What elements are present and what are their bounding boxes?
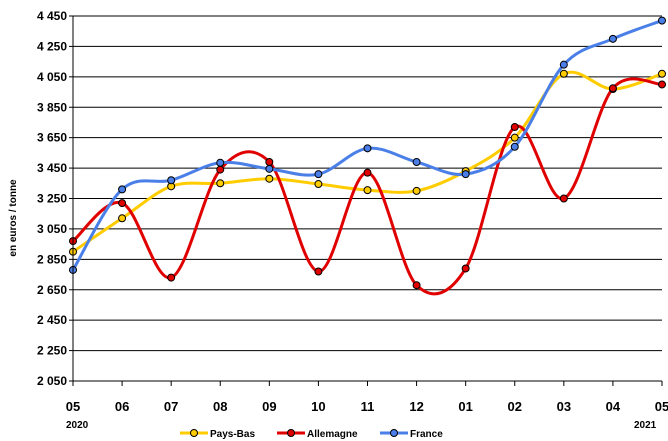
data-point-france bbox=[118, 185, 127, 194]
data-point-france bbox=[510, 142, 519, 151]
series-points bbox=[69, 16, 666, 290]
data-point-allemagne bbox=[608, 84, 617, 93]
legend-marker-pays-bas bbox=[190, 429, 198, 437]
x-tick-label: 01 bbox=[458, 399, 472, 414]
legend-marker-allemagne bbox=[287, 429, 295, 437]
data-point-allemagne bbox=[363, 168, 372, 177]
x-tick-label: 10 bbox=[311, 399, 325, 414]
x-axis-tick-labels: 05 06 07 08 09 10 11 12 01 02 03 04 05 bbox=[66, 399, 668, 414]
x-tick-label: 11 bbox=[361, 399, 375, 414]
data-point-allemagne bbox=[510, 123, 519, 132]
x-tick-label: 04 bbox=[606, 399, 621, 414]
x-tick-label: 07 bbox=[164, 399, 178, 414]
data-point-allemagne bbox=[265, 158, 274, 166]
series-line-pays-bas bbox=[71, 70, 664, 254]
x-year-end-label: 2021 bbox=[634, 420, 657, 431]
data-point-france bbox=[314, 170, 323, 179]
data-point-france bbox=[216, 158, 225, 167]
data-point-france bbox=[608, 34, 617, 43]
data-point-allemagne bbox=[167, 273, 176, 282]
data-point-france bbox=[363, 144, 372, 153]
legend-label-france: France bbox=[410, 429, 443, 440]
data-point-pays-bas bbox=[118, 214, 127, 223]
legend-label-pays-bas: Pays-Bas bbox=[210, 429, 255, 440]
data-point-pays-bas bbox=[314, 180, 323, 189]
data-point-allemagne bbox=[216, 165, 225, 174]
x-tick-label: 05 bbox=[66, 399, 80, 414]
y-tick-label: 3 850 bbox=[37, 100, 67, 114]
data-point-pays-bas bbox=[559, 69, 568, 78]
x-year-start-label: 2020 bbox=[66, 420, 89, 431]
x-tick-label: 12 bbox=[409, 399, 423, 414]
x-tick-label: 09 bbox=[262, 399, 276, 414]
y-tick-label: 4 250 bbox=[37, 39, 67, 53]
y-tick-label: 2 850 bbox=[37, 252, 67, 266]
x-tick-label: 02 bbox=[508, 399, 522, 414]
legend: Pays-Bas Allemagne France bbox=[180, 429, 443, 440]
data-point-pays-bas bbox=[510, 133, 519, 142]
y-tick-label: 3 050 bbox=[37, 222, 67, 236]
data-point-france bbox=[167, 176, 176, 185]
data-point-allemagne bbox=[314, 267, 323, 276]
data-point-pays-bas bbox=[658, 69, 666, 78]
legend-label-allemagne: Allemagne bbox=[307, 429, 358, 440]
series-lines bbox=[71, 19, 664, 296]
legend-marker-france bbox=[390, 429, 398, 437]
data-point-france bbox=[461, 170, 470, 179]
y-tick-label: 2 450 bbox=[37, 313, 67, 327]
x-tick-label: 08 bbox=[213, 399, 227, 414]
data-point-allemagne bbox=[461, 264, 470, 273]
data-point-allemagne bbox=[412, 281, 421, 290]
data-point-allemagne bbox=[118, 199, 127, 208]
data-point-allemagne bbox=[658, 80, 666, 89]
data-point-france bbox=[559, 60, 568, 69]
data-point-pays-bas bbox=[363, 186, 372, 195]
y-tick-label: 3 650 bbox=[37, 131, 67, 145]
y-tick-label: 3 450 bbox=[37, 161, 67, 175]
data-point-pays-bas bbox=[216, 179, 225, 188]
y-tick-label: 3 250 bbox=[37, 192, 67, 206]
y-tick-label: 4 050 bbox=[37, 70, 67, 84]
data-point-france bbox=[658, 16, 666, 25]
y-tick-label: 2 250 bbox=[37, 344, 67, 358]
data-point-allemagne bbox=[559, 194, 568, 203]
data-point-france bbox=[412, 158, 421, 166]
x-tick-label: 05 bbox=[655, 399, 668, 414]
y-axis-label: en euros / tonne bbox=[8, 179, 19, 257]
y-axis-tick-labels: 2 050 2 250 2 450 2 650 2 850 3 050 3 250 3 450… bbox=[37, 9, 67, 388]
data-point-pays-bas bbox=[412, 186, 421, 195]
data-point-pays-bas bbox=[265, 174, 274, 183]
data-point-france bbox=[265, 164, 274, 173]
y-tick-label: 4 450 bbox=[37, 9, 67, 23]
x-tick-label: 06 bbox=[115, 399, 129, 414]
x-tick-label: 03 bbox=[557, 399, 571, 414]
y-tick-label: 2 650 bbox=[37, 283, 67, 297]
y-tick-label: 2 050 bbox=[37, 374, 67, 388]
